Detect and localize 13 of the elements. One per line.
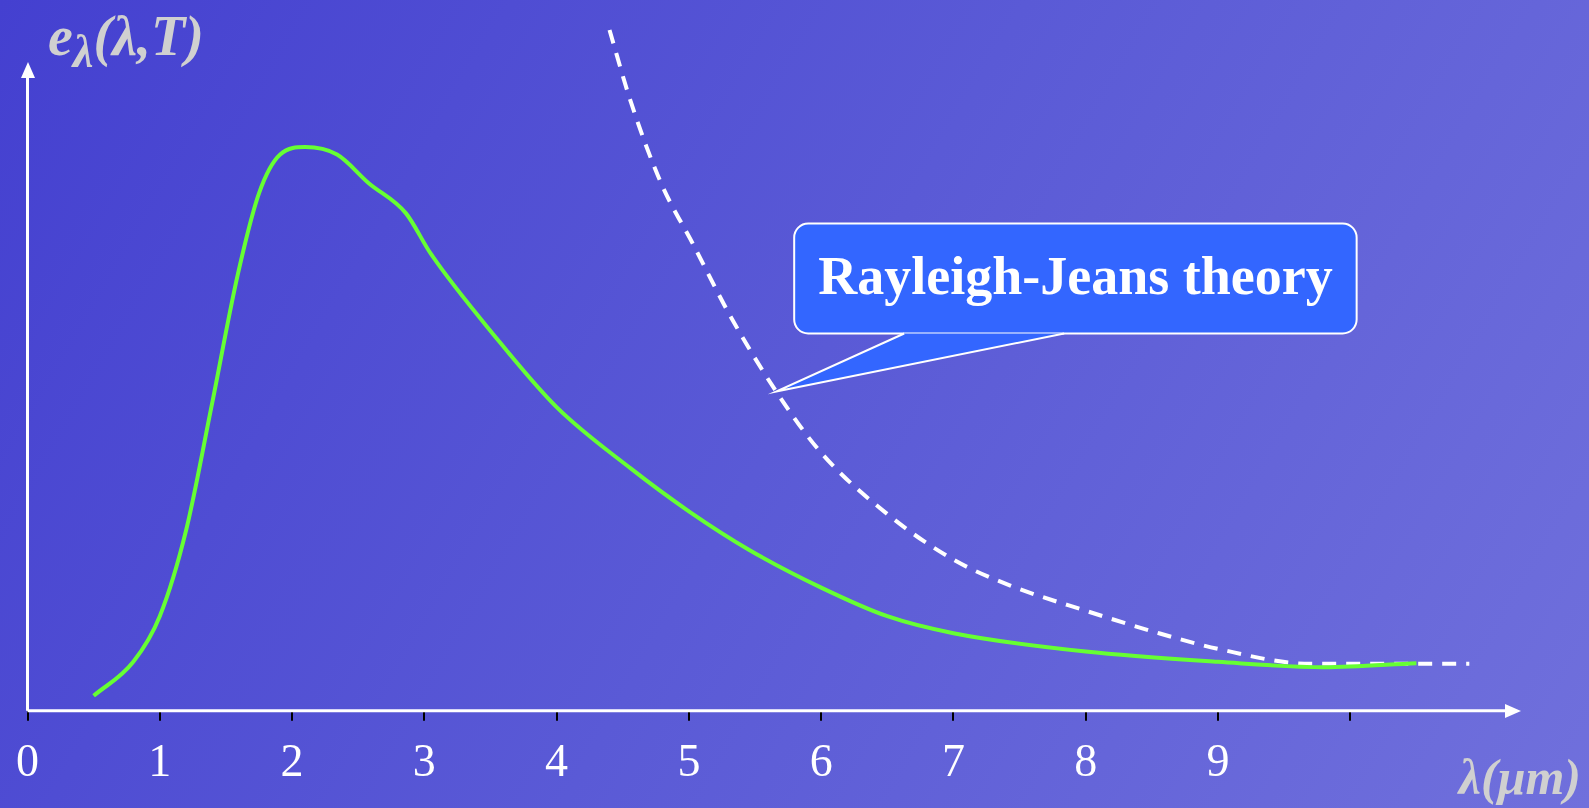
x-tick-label: 3 <box>412 735 436 787</box>
x-tick-label: 9 <box>1206 735 1230 787</box>
y-axis-title: e$_{λ}$(λ,T) <box>48 4 204 79</box>
x-tick-label: 2 <box>280 735 304 787</box>
x-tick-label: 1 <box>148 735 172 787</box>
x-tick-label: 4 <box>545 735 569 787</box>
x-tick-label: 6 <box>809 735 833 787</box>
x-tick-label: 0 <box>16 735 39 787</box>
x-tick-label: 5 <box>677 735 701 787</box>
x-tick-label: 8 <box>1074 735 1098 787</box>
annotation: Rayleigh-Jeans theory <box>818 246 1333 307</box>
x-tick-label: 7 <box>941 735 965 787</box>
x-axis-title: λ(μm) <box>1458 748 1581 806</box>
